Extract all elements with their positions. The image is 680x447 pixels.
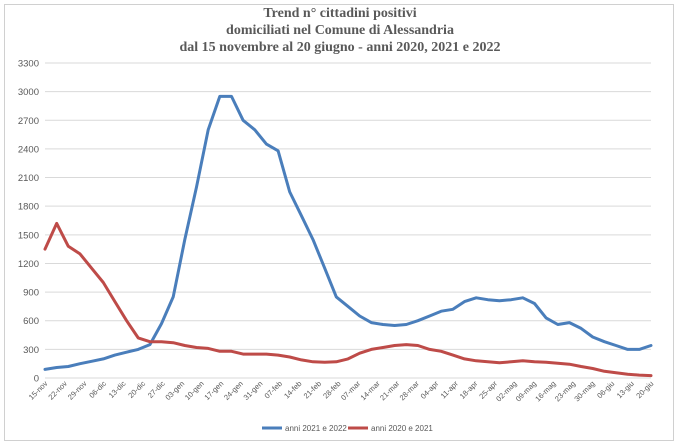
legend: anni 2021 e 2022 anni 2020 e 2021 [262,424,433,433]
chart-title-line-1: Trend n° cittadini positivi [263,6,417,21]
y-tick-label: 2400 [18,144,39,155]
x-axis-ticks: 15-nov22-nov29-nov06-dic13-dic20-dic27-d… [27,379,656,404]
x-tick-label: 21-mar [378,379,402,403]
x-tick-label: 14-mar [359,379,383,403]
series-line-2 [43,221,653,378]
x-tick-label: 04-apr [419,379,441,401]
x-tick-label: 13-giu [615,379,636,400]
x-tick-label: 13-dic [107,379,128,400]
series-lines [43,94,653,378]
x-tick-label: 02-mag [494,379,518,403]
x-tick-label: 20-giu [634,379,655,400]
x-tick-label: 29-nov [66,379,89,402]
x-tick-label: 11-apr [439,379,461,401]
legend-label-1: anni 2021 e 2022 [285,424,347,433]
chart-title-line-3: dal 15 novembre al 20 giugno - anni 2020… [179,40,501,55]
y-tick-label: 2100 [18,173,39,184]
x-tick-label: 21-feb [302,379,323,400]
x-tick-label: 20-dic [126,379,147,400]
chart-title-line-2: domiciliati nel Comune di Alessandria [226,23,454,38]
y-tick-label: 2700 [18,116,39,127]
x-tick-label: 06-giu [595,379,616,400]
gridlines [45,62,651,379]
x-tick-label: 06-dic [87,379,108,400]
chart-title: Trend n° cittadini positivi domiciliati … [0,5,680,56]
chart-frame [4,4,674,441]
x-tick-label: 16-mag [533,379,557,403]
y-tick-label: 300 [23,345,39,356]
x-tick-label: 23-mag [553,379,577,403]
x-tick-label: 07-mar [339,379,363,403]
x-tick-label: 14-feb [282,379,303,400]
y-tick-label: 0 [34,374,39,385]
y-tick-label: 1500 [18,230,39,241]
x-tick-label: 10-gen [183,379,206,402]
y-tick-label: 900 [23,288,39,299]
y-tick-label: 600 [23,316,39,327]
x-tick-label: 18-apr [458,379,480,401]
x-tick-label: 09-mag [514,379,538,403]
x-tick-label: 22-nov [46,379,69,402]
y-axis-ticks: 0 300 600 900 1200 1500 1800 2100 2400 2700 3000 33… [18,59,39,385]
y-tick-label: 3300 [18,59,39,70]
x-tick-label: 17-gen [202,379,225,402]
y-tick-label: 1200 [18,259,39,270]
y-tick-label: 3000 [18,87,39,98]
x-tick-label: 31-gen [242,379,265,402]
x-tick-label: 07-feb [263,379,284,400]
x-tick-label: 28-mar [398,379,422,403]
legend-label-2: anni 2020 e 2021 [371,424,433,433]
x-tick-label: 24-gen [222,379,245,402]
series-line-1 [43,94,653,371]
x-tick-label: 03-gen [163,379,186,402]
x-tick-label: 30-mag [572,379,596,403]
y-tick-label: 1800 [18,202,39,213]
